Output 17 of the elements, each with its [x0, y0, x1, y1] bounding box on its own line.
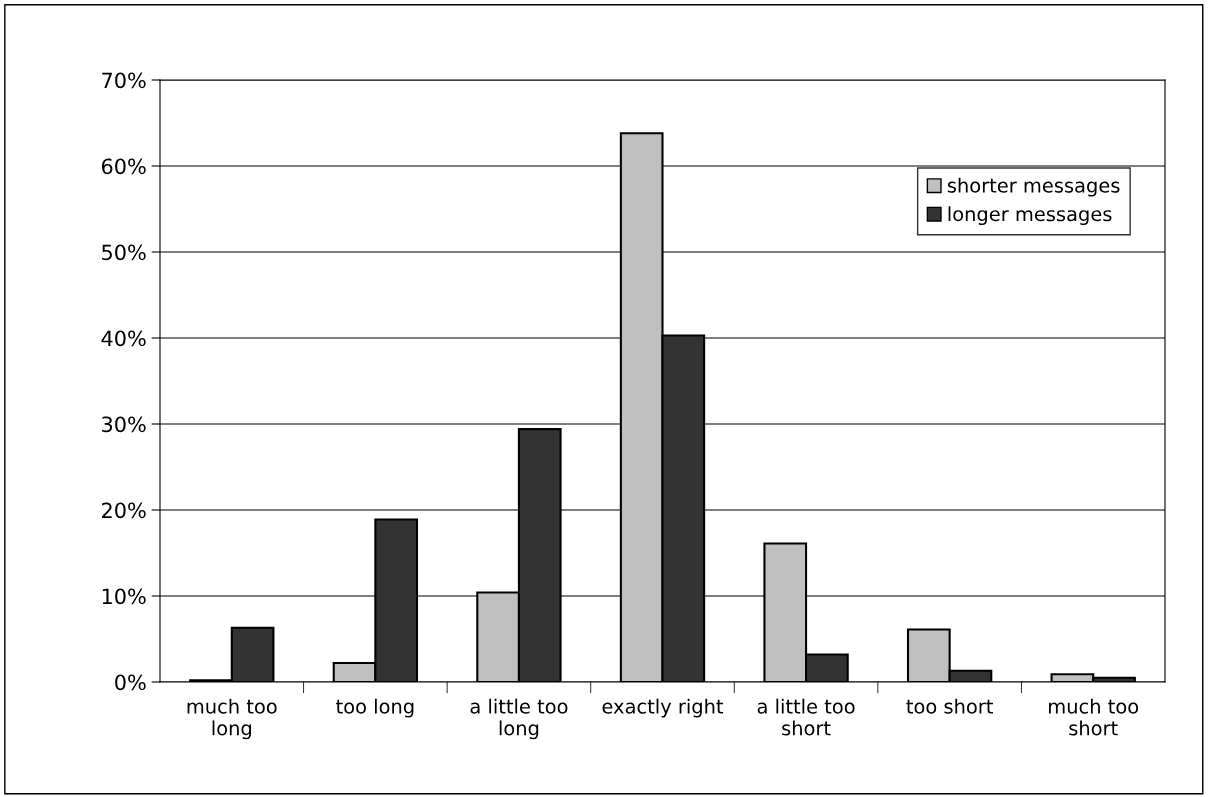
y-tick-label: 20%: [102, 502, 146, 519]
y-tick-label: 70%: [102, 72, 146, 89]
x-tick-label: much too long: [187, 698, 277, 740]
x-tick-label: much too short: [1049, 698, 1139, 736]
y-tick-label: 60%: [101, 158, 146, 175]
x-tick-label: too long: [336, 698, 414, 718]
legend-label: shorter messages: [947, 177, 1120, 197]
x-tick-label: too short: [906, 698, 993, 714]
y-tick-label: 10%: [102, 588, 146, 605]
x-tick-label: a little too short: [757, 698, 855, 736]
y-tick-label: 30%: [102, 416, 146, 433]
y-tick-label: 40%: [101, 330, 146, 347]
x-tick-label: a little too long: [470, 698, 568, 740]
x-tick-label: exactly right: [602, 698, 724, 718]
y-tick-label: 0%: [115, 674, 146, 691]
legend-label: longer messages: [948, 206, 1112, 226]
y-tick-label: 50%: [102, 244, 146, 261]
